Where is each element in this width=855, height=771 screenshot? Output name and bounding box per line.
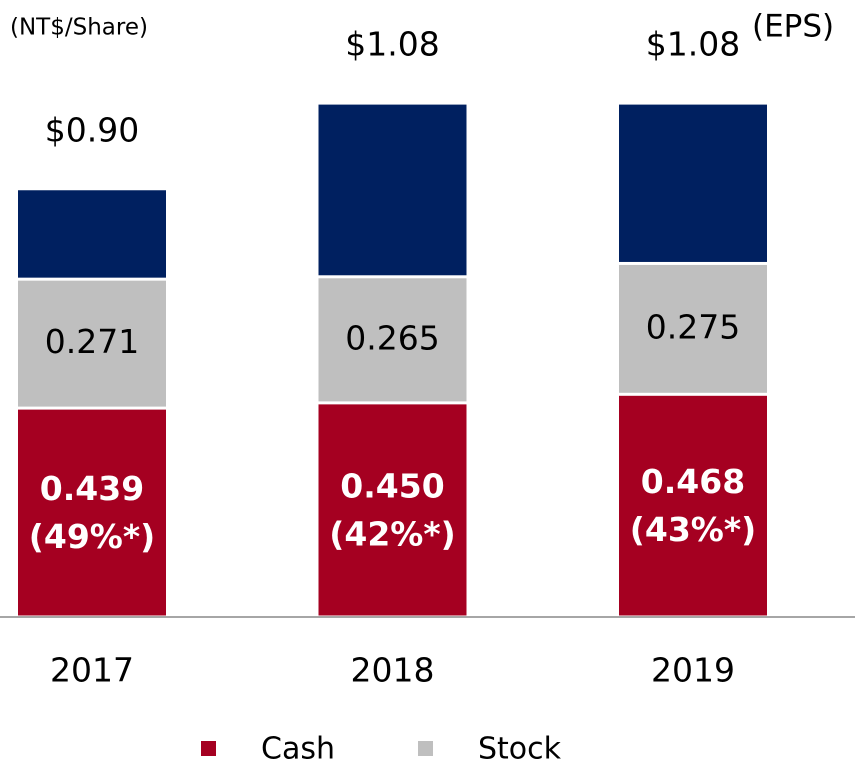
legend-label: Stock	[478, 732, 562, 767]
legend-marker	[201, 741, 216, 756]
x-tick-label: 2017	[50, 651, 134, 690]
bar-segment	[619, 104, 767, 262]
eps-label: $1.08	[646, 25, 740, 64]
x-tick-label: 2019	[651, 651, 735, 690]
bar-segment	[619, 395, 767, 616]
cash-value-label: 0.450	[340, 466, 444, 505]
payout-label: (49%*)	[29, 517, 155, 556]
bar-segment	[318, 278, 467, 402]
bar-segment	[18, 190, 166, 278]
bar-segment	[619, 264, 767, 393]
legend-label: Cash	[261, 732, 335, 767]
stock-value-label: 0.265	[345, 318, 439, 357]
cash-value-label: 0.439	[40, 469, 144, 508]
bar-segment	[18, 409, 166, 616]
eps-label: $0.90	[45, 110, 139, 149]
payout-label: (43%*)	[630, 510, 756, 549]
stock-value-label: 0.275	[646, 307, 740, 346]
x-tick-label: 2018	[351, 651, 435, 690]
legend-marker	[418, 741, 433, 756]
unit-label: (NT$/Share)	[10, 15, 148, 41]
cash-value-label: 0.468	[641, 462, 745, 501]
eps-annotation: (EPS)	[752, 9, 834, 45]
bar-segment	[318, 404, 467, 616]
payout-label: (42%*)	[329, 514, 455, 553]
bar-segment	[18, 280, 166, 407]
stock-value-label: 0.271	[45, 322, 139, 361]
bar-segment	[318, 104, 467, 276]
eps-label: $1.08	[345, 25, 439, 64]
